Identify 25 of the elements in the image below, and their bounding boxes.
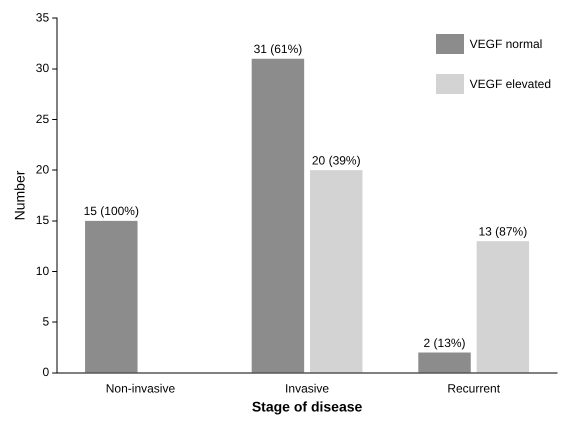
y-tick-label: 5: [42, 314, 50, 328]
bar: [85, 220, 138, 372]
data-label: 2 (13%): [424, 336, 466, 350]
y-tick-label: 30: [36, 61, 50, 76]
y-tick-label: 20: [36, 162, 50, 176]
y-tick-label: 0: [42, 365, 50, 380]
x-tick-label: Recurrent: [447, 381, 501, 396]
y-tick-label: 15: [36, 213, 50, 228]
x-axis-title: Stage of disease: [252, 398, 363, 414]
data-label: 31 (61%): [254, 42, 302, 56]
data-label: 20 (39%): [312, 153, 361, 168]
bar: [310, 170, 362, 372]
x-tick-label: Non-invasive: [106, 381, 176, 396]
data-label: 15 (100%): [84, 204, 139, 218]
legend-label: VEGF normal: [470, 37, 542, 51]
y-tick-label: 35: [36, 10, 50, 25]
y-tick-label: 10: [36, 264, 50, 278]
bar: [418, 352, 471, 372]
bar: [252, 58, 304, 372]
x-tick-label: Invasive: [285, 381, 330, 396]
y-axis-title: Number: [11, 170, 28, 220]
legend-label: VEGF elevated: [470, 77, 551, 91]
y-tick-label: 25: [36, 112, 50, 126]
bar: [476, 241, 530, 372]
data-label: 13 (87%): [478, 224, 528, 238]
